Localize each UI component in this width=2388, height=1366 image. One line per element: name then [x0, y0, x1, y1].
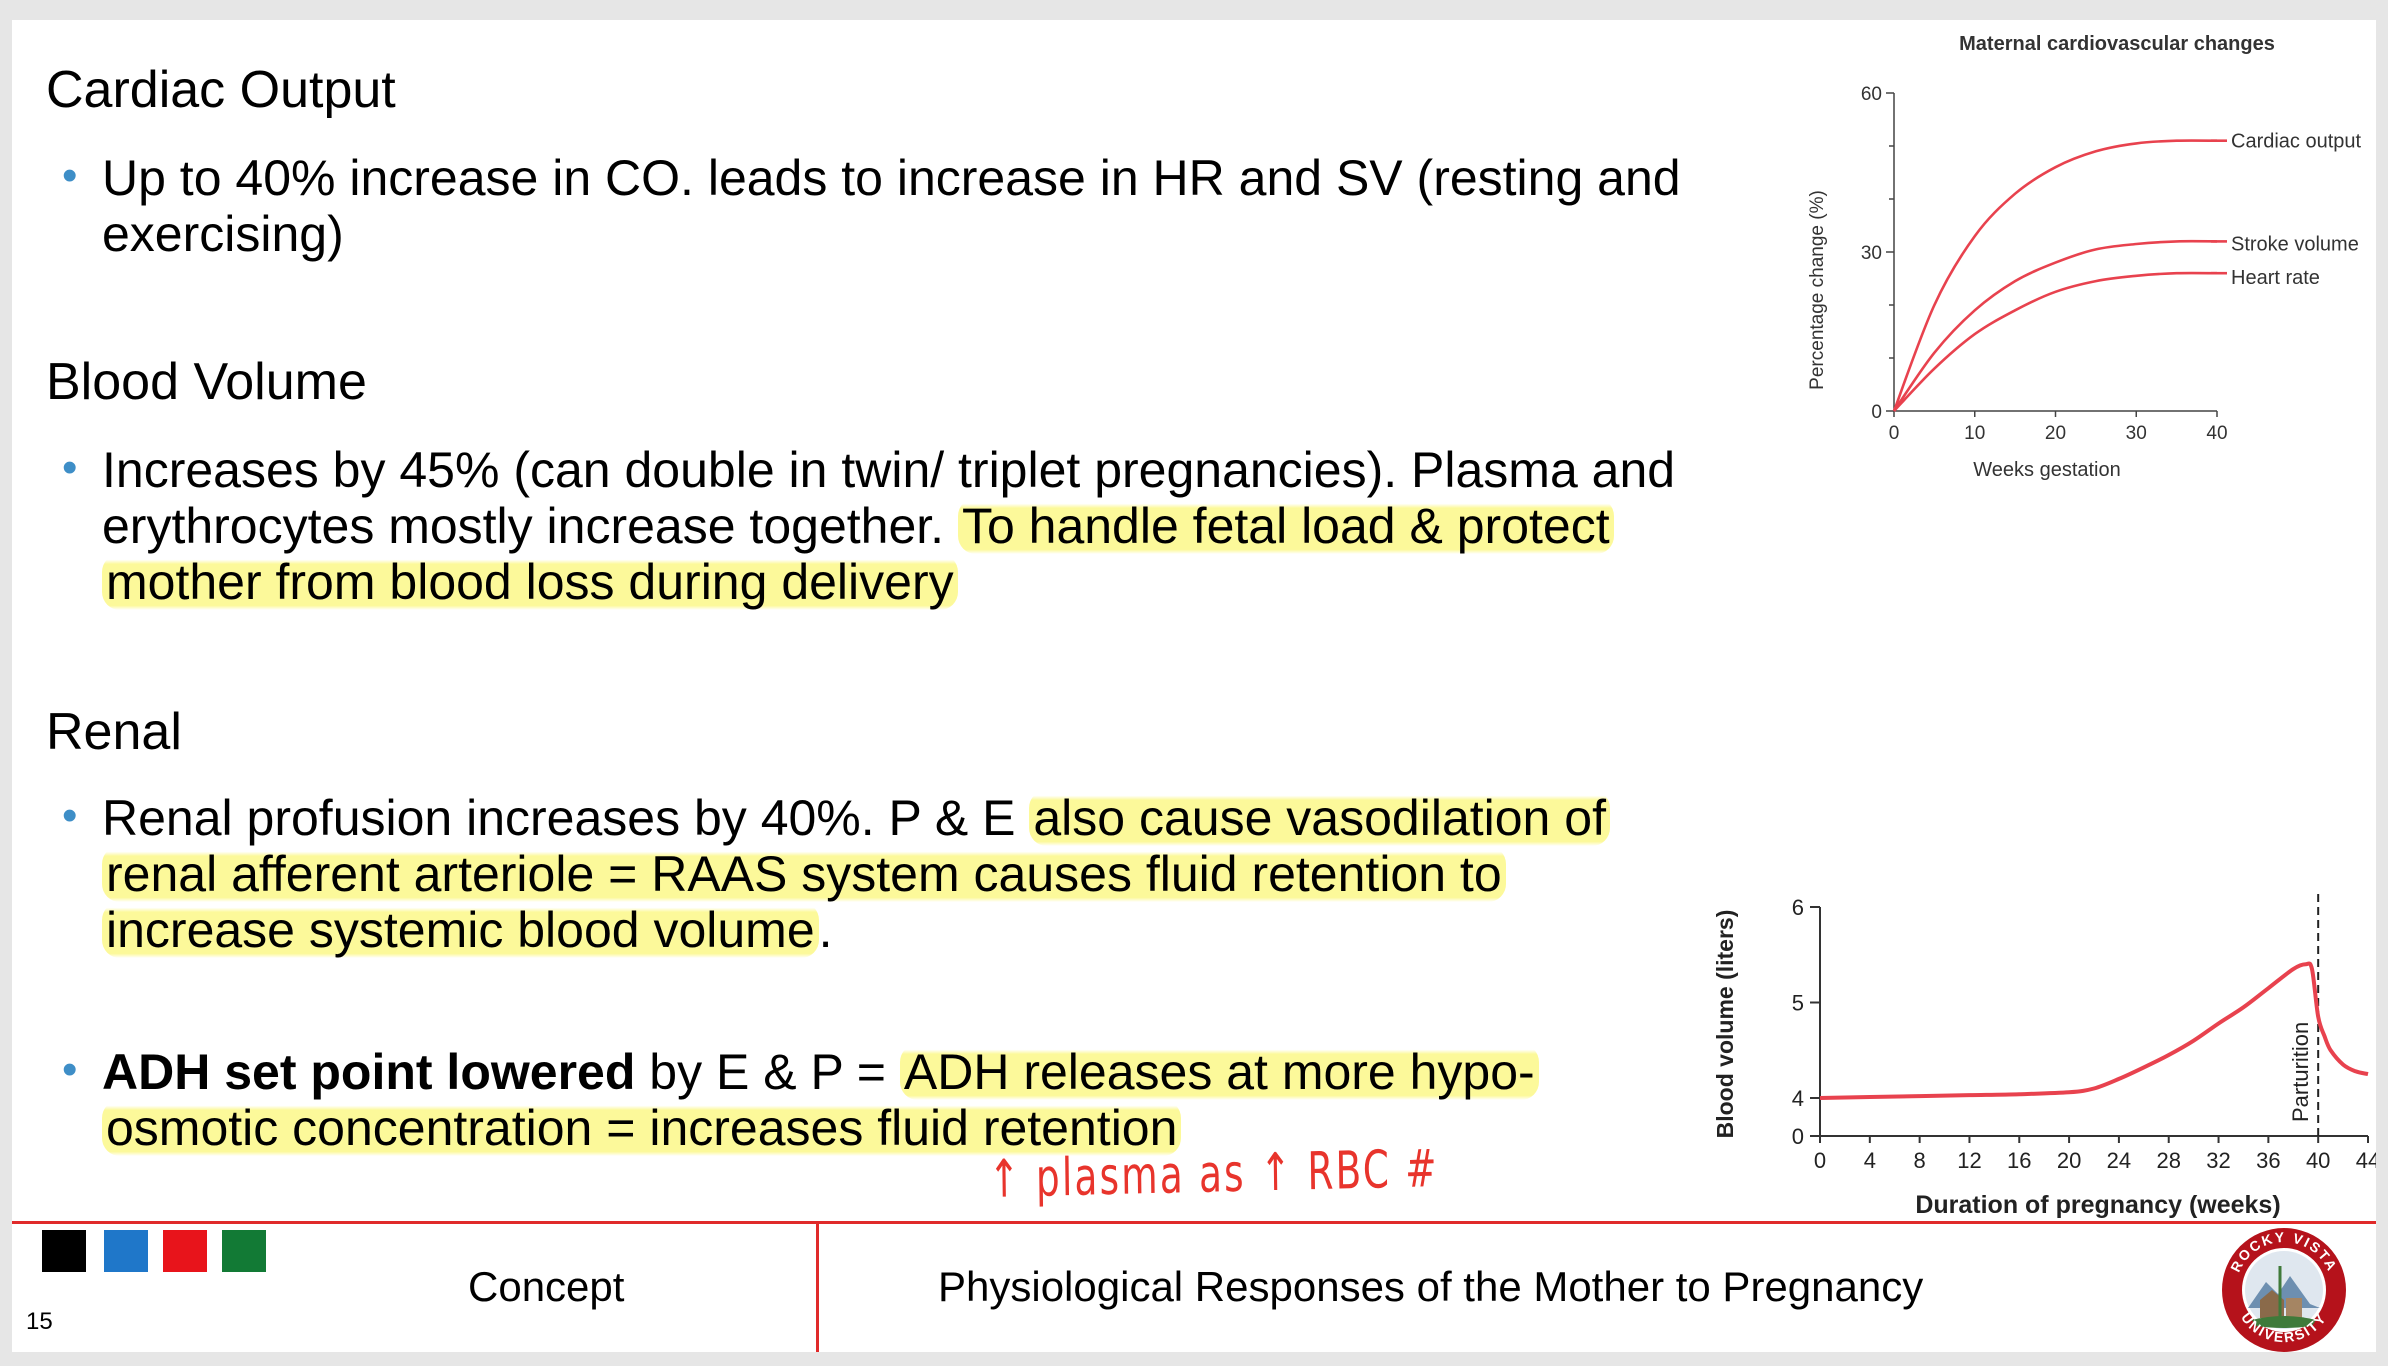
x-tick-label: 20 — [2045, 423, 2066, 444]
adh-bold: ADH set point lowered — [102, 1044, 636, 1100]
renal-heading: Renal — [46, 703, 182, 761]
renal-text-2: ADH set point lowered by E & P = ADH rel… — [102, 1044, 1702, 1156]
chart-series: Parturition — [1819, 890, 2369, 1136]
y-tick-label: 5 — [1792, 991, 1804, 1016]
y-tick-label: 6 — [1792, 895, 1804, 920]
swatch-red — [163, 1230, 207, 1272]
bullet-dot-icon: • — [62, 791, 78, 840]
renal-bullet-1: • Renal profusion increases by 40%. P & … — [62, 790, 1702, 958]
handwritten-annotation: ↑ plasma as ↑ RBC # — [988, 1139, 1440, 1210]
chart-series: Cardiac output Stroke volume Heart rate — [1892, 131, 2362, 412]
x-tick-label: 30 — [2126, 423, 2147, 444]
y-tick-label: 4 — [1792, 1086, 1804, 1111]
x-tick-label: 40 — [2306, 1148, 2330, 1173]
series-line — [1892, 139, 2218, 412]
renal-plain-1: Renal profusion increases by 40%. P & E — [102, 790, 1030, 846]
x-tick-label: 4 — [1864, 1148, 1876, 1173]
lecture-title: Physiological Responses of the Mother to… — [938, 1263, 1924, 1310]
chart-title: Maternal cardiovascular changes — [1959, 33, 2275, 55]
blood-volume-plain: Increases by 45% (can double in twin/ tr… — [102, 442, 1676, 554]
swatch-blue — [104, 1230, 148, 1272]
legend-label: Heart rate — [2231, 267, 2320, 289]
renal-plain-2: by E & P = — [635, 1044, 900, 1100]
footer-divider — [816, 1221, 819, 1352]
university-seal-logo: ROCKY VISTA UNIVERSITY — [2222, 1228, 2346, 1352]
x-axis-label: Weeks gestation — [1973, 459, 2121, 481]
cardiac-output-bullet: • Up to 40% increase in CO. leads to inc… — [62, 150, 1702, 262]
bullet-dot-icon: • — [62, 443, 78, 492]
legend-label: Cardiac output — [2231, 131, 2362, 153]
swatch-black — [42, 1230, 86, 1272]
footer-rule — [12, 1221, 2376, 1224]
x-tick-label: 10 — [1964, 423, 1985, 444]
x-tick-label: 0 — [1889, 423, 1900, 444]
y-tick-label: 0 — [1871, 402, 1882, 423]
x-tick-label: 24 — [2107, 1148, 2131, 1173]
blood-volume-bullet: • Increases by 45% (can double in twin/ … — [62, 442, 1702, 610]
y-axis-label: Percentage change (%) — [1807, 190, 1828, 390]
chart-axes: 0 10 20 30 40 0 30 60 — [1861, 84, 2228, 444]
series-line — [1892, 239, 2218, 412]
blood-volume-chart: 0 4 8 12 16 20 24 28 32 36 40 44 0 4 5 6 Parturition Bl… — [1712, 890, 2376, 1219]
y-tick-label: 60 — [1861, 84, 1882, 105]
x-axis-label: Duration of pregnancy (weeks) — [1915, 1191, 2280, 1219]
parturition-label: Parturition — [2288, 1022, 2313, 1122]
series-line — [1893, 271, 2218, 412]
y-tick-label: 0 — [1792, 1124, 1804, 1149]
cardiac-output-text: Up to 40% increase in CO. leads to incre… — [102, 150, 1681, 262]
cardiac-output-heading: Cardiac Output — [46, 61, 396, 119]
x-tick-label: 8 — [1914, 1148, 1926, 1173]
x-tick-label: 0 — [1814, 1148, 1826, 1173]
x-tick-label: 36 — [2256, 1148, 2280, 1173]
bullet-dot-icon: • — [62, 1045, 78, 1094]
y-axis-label: Blood volume (liters) — [1712, 910, 1738, 1139]
x-tick-label: 12 — [1957, 1148, 1981, 1173]
renal-bullet-2: • ADH set point lowered by E & P = ADH r… — [62, 1044, 1702, 1156]
bullet-dot-icon: • — [62, 151, 78, 200]
renal-text-1: Renal profusion increases by 40%. P & E … — [102, 790, 1702, 958]
chart-axes: 0 4 8 12 16 20 24 28 32 36 40 44 0 4 5 6 — [1792, 895, 2376, 1173]
page-number: 15 — [26, 1308, 53, 1335]
x-tick-label: 44 — [2356, 1148, 2376, 1173]
x-tick-label: 20 — [2057, 1148, 2081, 1173]
y-tick-label: 30 — [1861, 243, 1882, 264]
renal-end-1: . — [818, 902, 833, 958]
blood-volume-text: Increases by 45% (can double in twin/ tr… — [102, 442, 1702, 610]
legend-label: Stroke volume — [2231, 233, 2359, 255]
x-tick-label: 32 — [2206, 1148, 2230, 1173]
x-tick-label: 16 — [2007, 1148, 2031, 1173]
cardiovascular-chart: Maternal cardiovascular changes 0 10 20 30 4… — [1807, 33, 2362, 481]
blood-volume-heading: Blood Volume — [46, 353, 367, 411]
x-tick-label: 40 — [2206, 423, 2227, 444]
series-line — [1819, 961, 2369, 1100]
slide: Cardiac Output • Up to 40% increase in C… — [12, 20, 2376, 1352]
x-tick-label: 28 — [2156, 1148, 2180, 1173]
swatch-green — [222, 1230, 266, 1272]
concept-label: Concept — [468, 1263, 625, 1310]
